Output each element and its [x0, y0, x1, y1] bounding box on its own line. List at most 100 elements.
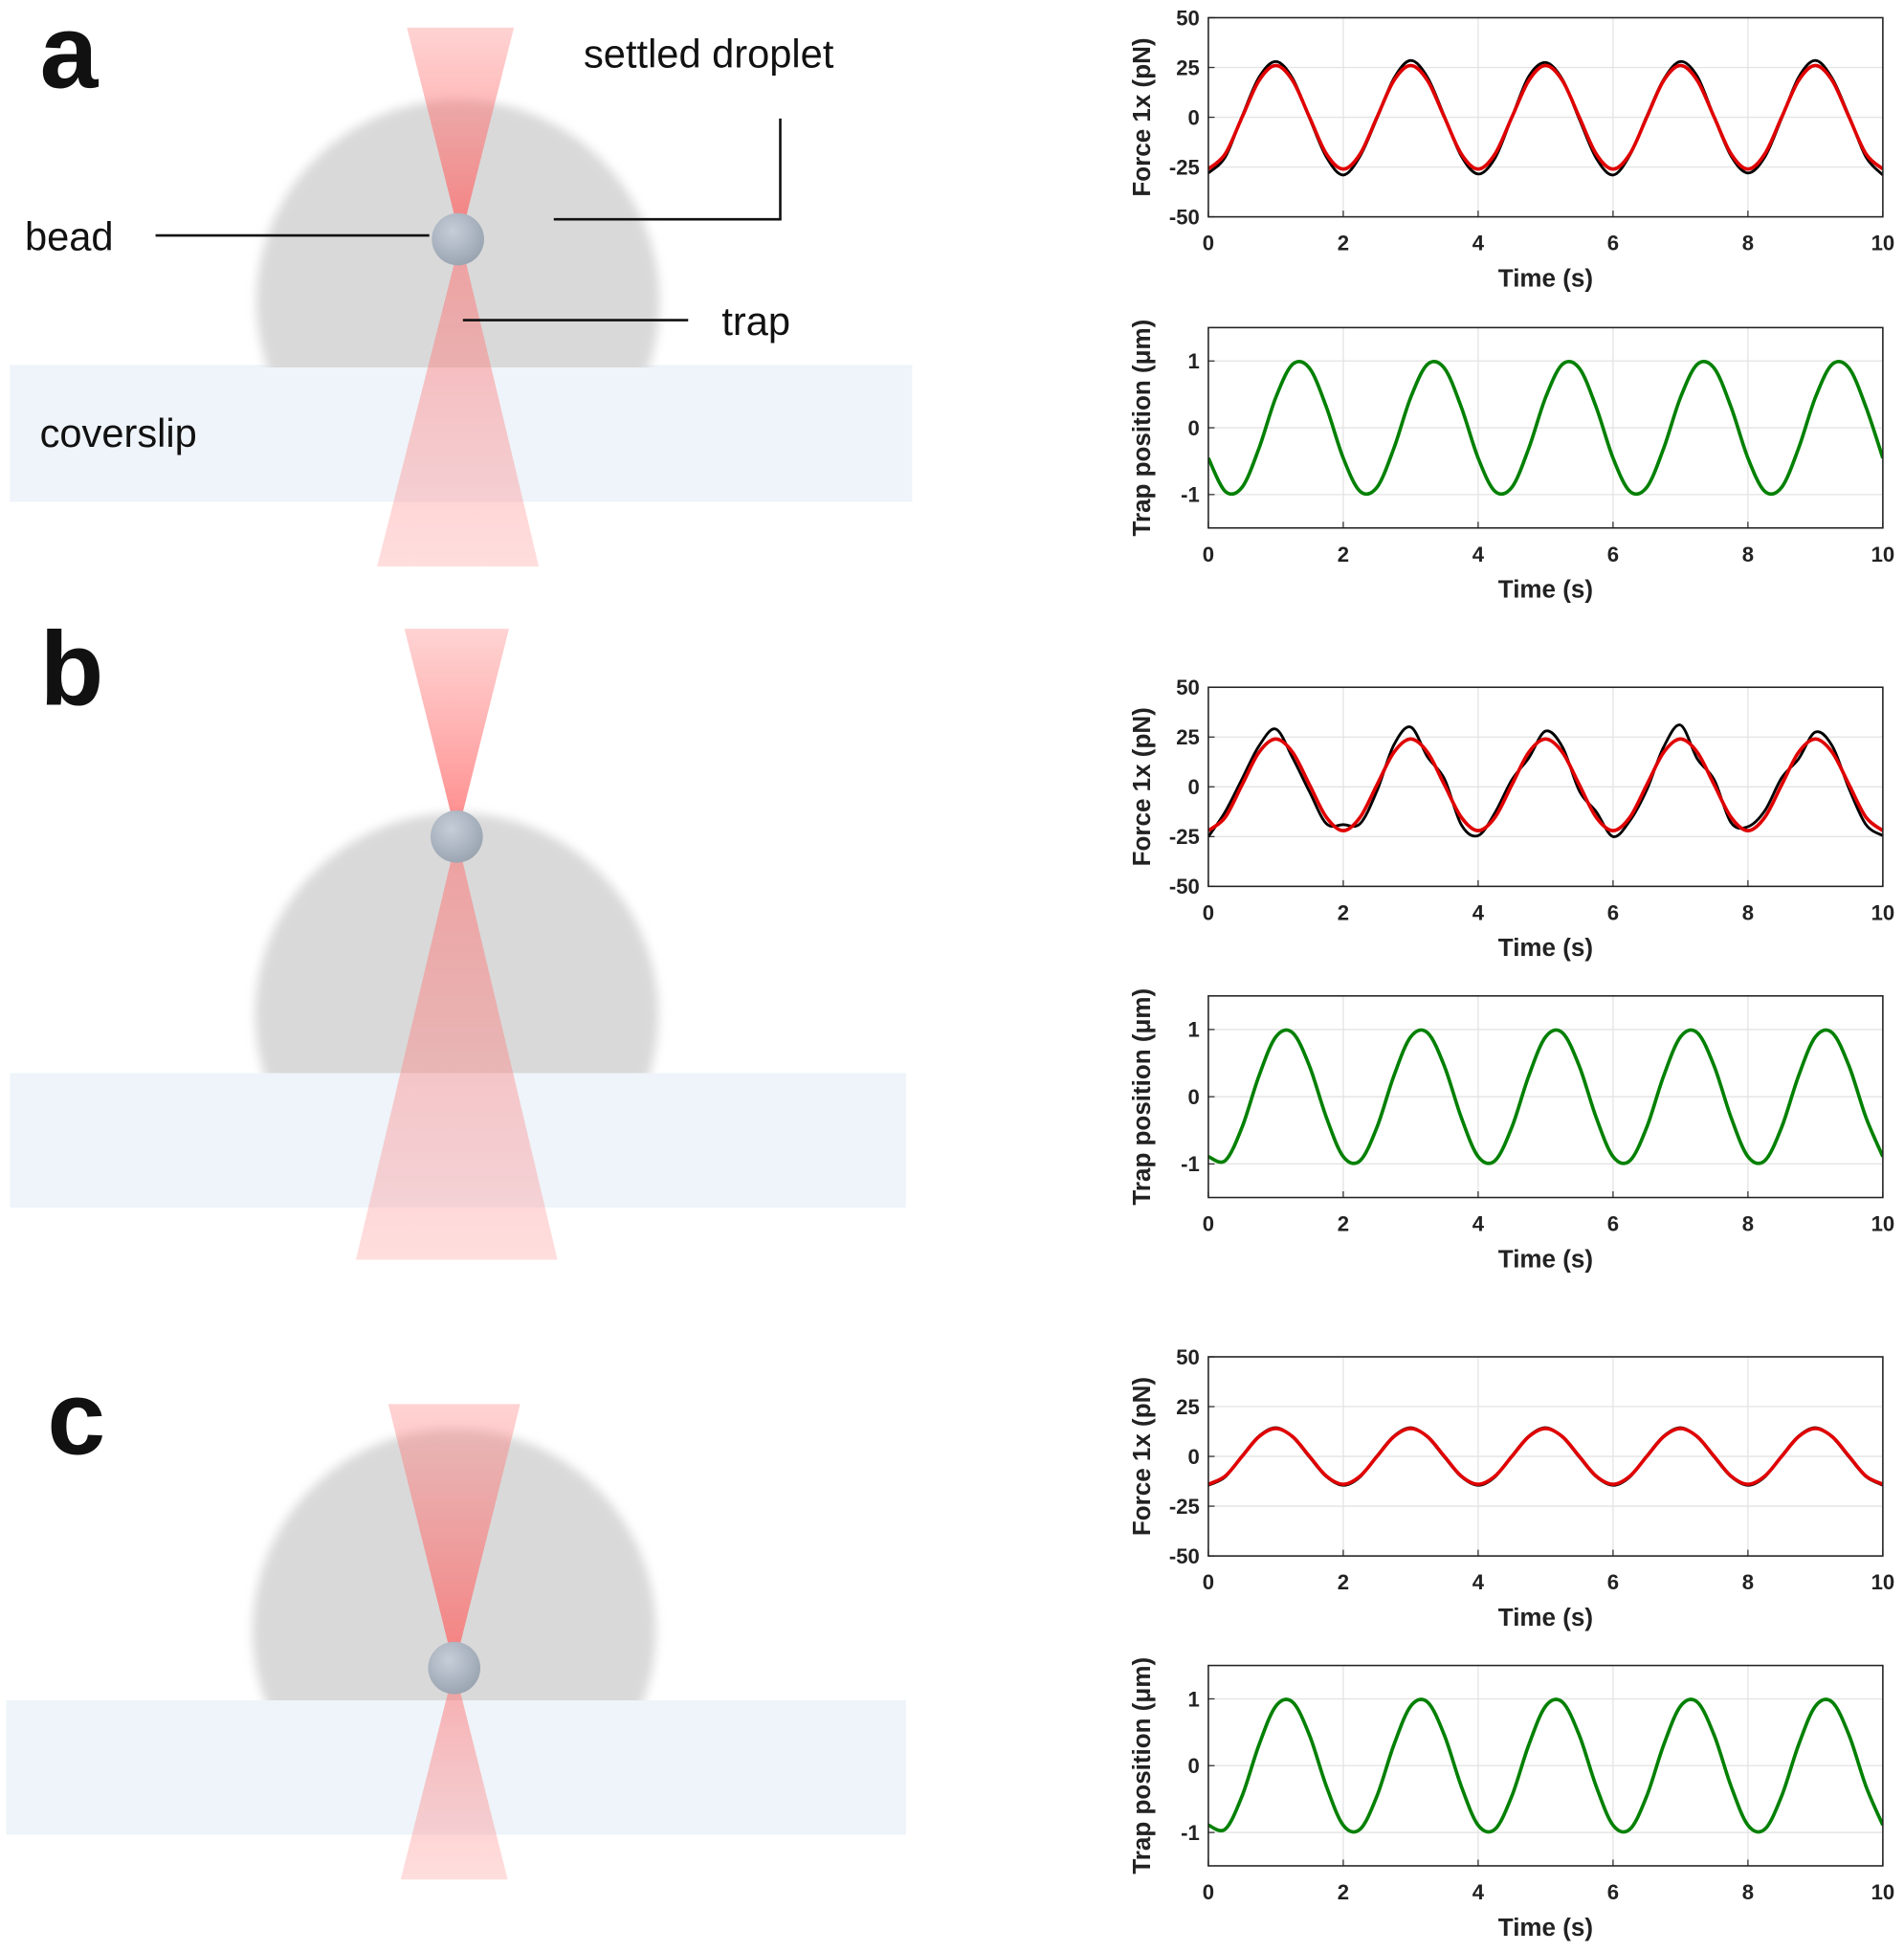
x-tick-label: 2 — [1338, 1570, 1349, 1594]
bead — [428, 1641, 481, 1695]
y-tick-label: -25 — [1169, 155, 1200, 179]
plot-frame — [1207, 326, 1884, 529]
y-tick-label: -50 — [1169, 875, 1200, 898]
x-tick-label: 6 — [1607, 1212, 1619, 1236]
panel-letter: b — [40, 610, 104, 727]
x-axis-title: Time (s) — [1498, 933, 1593, 962]
chart: 0 2 4 6 8 10 -1 0 1 Time (s) Trap position (μm) — [1127, 320, 1894, 604]
bead — [432, 212, 484, 266]
y-tick-label: 1 — [1188, 1018, 1200, 1042]
data-line — [1207, 359, 1883, 497]
chart: 0 2 4 6 8 10 -1 0 1 Time (s) Trap position (μm) — [1127, 1657, 1894, 1941]
plot-frame — [1207, 686, 1884, 888]
y-tick-label: -25 — [1169, 825, 1200, 849]
x-tick-label: 10 — [1871, 232, 1895, 255]
bead — [431, 810, 483, 863]
y-tick-label: 0 — [1188, 1445, 1200, 1469]
y-tick-label: 50 — [1176, 676, 1200, 699]
y-axis-title: Force 1x (pN) — [1127, 1377, 1156, 1536]
x-axis-title: Time (s) — [1498, 1603, 1593, 1631]
x-tick-label: 2 — [1338, 1212, 1349, 1236]
x-tick-label: 6 — [1607, 1880, 1619, 1904]
x-tick-label: 4 — [1472, 900, 1485, 924]
y-tick-label: 50 — [1176, 6, 1200, 30]
y-tick-label: -25 — [1169, 1495, 1200, 1519]
x-tick-label: 4 — [1472, 1212, 1485, 1236]
x-tick-label: 0 — [1203, 1570, 1214, 1594]
y-axis-title: Trap position (μm) — [1127, 988, 1156, 1206]
x-tick-label: 8 — [1742, 232, 1754, 255]
data-line — [1207, 1427, 1883, 1487]
y-tick-label: 50 — [1176, 1345, 1200, 1369]
label: trap — [721, 299, 790, 344]
x-tick-label: 6 — [1607, 232, 1619, 255]
y-tick-label: -50 — [1169, 1544, 1200, 1568]
x-axis-title: Time (s) — [1498, 1913, 1593, 1941]
x-tick-label: 6 — [1607, 900, 1619, 924]
panel-c: c — [6, 1360, 906, 1880]
leader-line — [553, 118, 782, 221]
beam — [407, 27, 515, 240]
y-tick-label: 25 — [1176, 55, 1200, 79]
x-tick-label: 2 — [1338, 1880, 1349, 1904]
y-tick-label: 25 — [1176, 725, 1200, 749]
beam — [400, 1668, 508, 1880]
panel-b: b — [10, 610, 906, 1260]
x-tick-label: 10 — [1871, 900, 1895, 924]
x-tick-label: 0 — [1203, 900, 1214, 924]
data-line — [1207, 723, 1883, 838]
y-tick-label: 0 — [1188, 416, 1200, 440]
x-tick-label: 10 — [1871, 1880, 1895, 1904]
beam — [404, 629, 509, 837]
x-tick-label: 6 — [1607, 543, 1619, 566]
diagram: a settled droplet bead trap coverslip b … — [6, 0, 913, 1880]
y-tick-label: -1 — [1181, 483, 1200, 507]
plot-frame — [1207, 16, 1884, 218]
data-line — [1207, 63, 1883, 171]
x-axis-title: Time (s) — [1498, 1244, 1593, 1273]
x-axis-title: Time (s) — [1498, 575, 1593, 604]
x-tick-label: 4 — [1472, 543, 1485, 566]
label: settled droplet — [584, 32, 834, 77]
x-tick-label: 10 — [1871, 1212, 1895, 1236]
label: coverslip — [40, 410, 197, 455]
x-tick-label: 6 — [1607, 1570, 1619, 1594]
x-tick-label: 0 — [1203, 543, 1214, 566]
plot-frame — [1207, 995, 1884, 1199]
beam — [355, 836, 558, 1260]
chart: 0 2 4 6 8 10 -50 -25 0 25 50 Time (s) Force 1x (pN) — [1127, 6, 1894, 292]
y-tick-label: 25 — [1176, 1395, 1200, 1419]
data-line — [1207, 1697, 1883, 1834]
plot-frame — [1207, 1664, 1884, 1867]
x-axis-title: Time (s) — [1498, 263, 1593, 292]
label: bead — [25, 214, 114, 259]
x-tick-label: 4 — [1472, 232, 1485, 255]
y-axis-title: Trap position (μm) — [1127, 320, 1156, 537]
y-axis-title: Force 1x (pN) — [1127, 707, 1156, 866]
x-tick-label: 0 — [1203, 1880, 1214, 1904]
plot-frame — [1207, 1356, 1884, 1557]
x-tick-label: 10 — [1871, 543, 1895, 566]
x-tick-label: 4 — [1472, 1570, 1485, 1594]
x-tick-label: 2 — [1338, 900, 1349, 924]
x-tick-label: 8 — [1742, 1570, 1754, 1594]
y-tick-label: -50 — [1169, 205, 1200, 229]
chart: 0 2 4 6 8 10 -1 0 1 Time (s) Trap position (μm) — [1127, 988, 1894, 1274]
y-tick-label: 0 — [1188, 1754, 1200, 1778]
panel-letter: a — [40, 0, 100, 110]
x-tick-label: 10 — [1871, 1570, 1895, 1594]
x-tick-label: 8 — [1742, 900, 1754, 924]
y-tick-label: 1 — [1188, 349, 1200, 373]
data-line — [1207, 737, 1883, 832]
y-axis-title: Force 1x (pN) — [1127, 37, 1156, 196]
y-axis-title: Trap position (μm) — [1127, 1657, 1156, 1874]
x-tick-label: 8 — [1742, 543, 1754, 566]
chart: 0 2 4 6 8 10 -50 -25 0 25 50 Time (s) Force 1x (pN) — [1127, 1345, 1894, 1631]
x-tick-label: 2 — [1338, 232, 1349, 255]
x-tick-label: 0 — [1203, 1212, 1214, 1236]
beam — [387, 1404, 520, 1669]
panel-a: a settled droplet bead trap coverslip — [10, 0, 913, 567]
x-tick-label: 4 — [1472, 1880, 1485, 1904]
